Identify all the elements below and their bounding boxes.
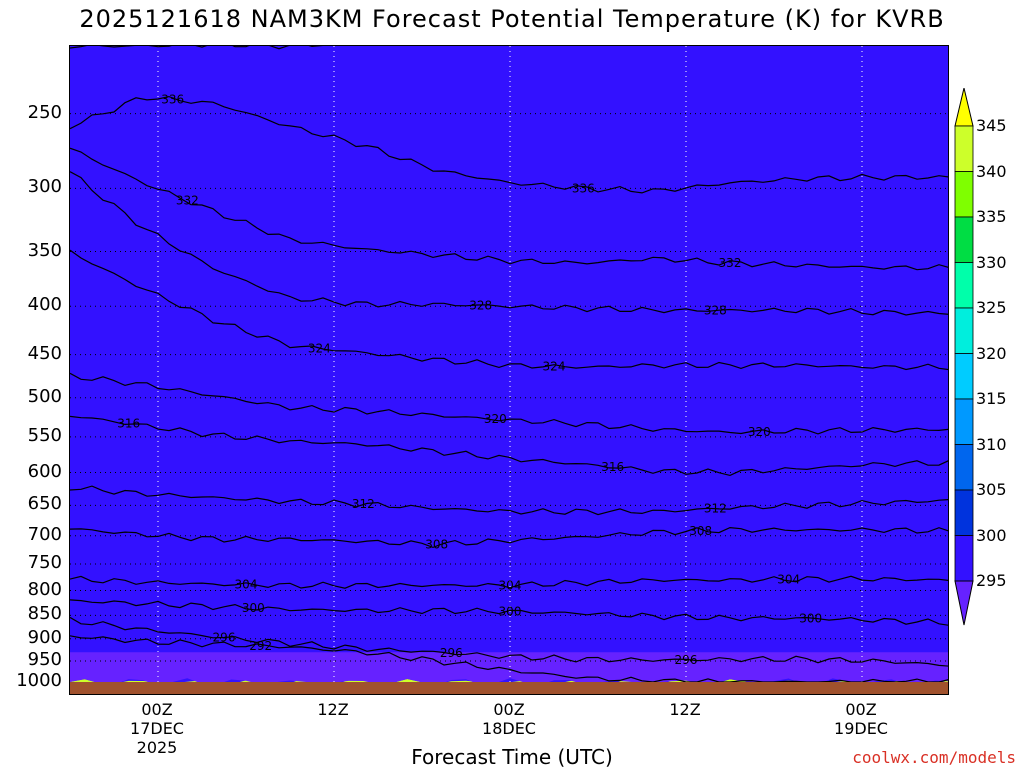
colorbar-label: 345 xyxy=(976,116,1007,135)
colorbar-swatch xyxy=(954,216,974,263)
colorbar-swatch xyxy=(954,535,974,582)
contour-line-312 xyxy=(70,485,948,516)
contour-label: 300 xyxy=(242,601,265,615)
x-axis-label: Forecast Time (UTC) xyxy=(411,745,613,768)
contour-label: 328 xyxy=(704,303,727,317)
y-tick-label: 950 xyxy=(27,648,62,670)
contour-label: 316 xyxy=(117,417,140,431)
colorbar-swatch xyxy=(954,489,974,536)
colorbar-label: 320 xyxy=(976,343,1007,363)
contour-line-308 xyxy=(70,526,948,549)
contour-label: 292 xyxy=(249,639,272,653)
colorbar-swatch xyxy=(954,171,974,218)
contour-label: 308 xyxy=(689,524,712,538)
x-tick-label: 00Z xyxy=(845,700,877,719)
y-tick-label: 350 xyxy=(27,239,62,261)
contour-label: 308 xyxy=(425,538,448,552)
x-tick-label: 12Z xyxy=(317,700,349,719)
x-tick-label: 18DEC xyxy=(482,719,536,738)
contour-line-324 xyxy=(70,249,948,371)
contour-line-292 xyxy=(70,635,948,683)
x-tick-label: 12Z xyxy=(669,700,701,719)
contour-line-300 xyxy=(70,599,948,626)
contour-line-336 xyxy=(70,95,948,194)
contour-label: 324 xyxy=(308,341,331,355)
contour-label: 300 xyxy=(799,611,822,625)
contour-label: 328 xyxy=(469,299,492,313)
x-tick-label: 19DEC xyxy=(834,719,888,738)
plot-area: 3403403363363323323283283243243203203163… xyxy=(69,45,949,695)
contour-label: 332 xyxy=(719,256,742,270)
chart-title: 2025121618 NAM3KM Forecast Potential Tem… xyxy=(79,5,945,33)
contour-label: 336 xyxy=(572,181,595,195)
contour-label: 336 xyxy=(161,93,184,107)
contour-label: 312 xyxy=(704,502,727,516)
colorbar-label: 325 xyxy=(976,298,1007,317)
ground-surface xyxy=(70,682,948,694)
colorbar-label: 330 xyxy=(976,252,1007,272)
x-tick-label: 2025 xyxy=(136,738,178,757)
y-tick-label: 1000 xyxy=(16,670,62,691)
contour-label: 304 xyxy=(235,578,258,592)
contour-line-328 xyxy=(70,171,948,316)
colorbar-label: 315 xyxy=(976,389,1007,408)
colorbar-swatch xyxy=(954,307,974,354)
contour-label: 316 xyxy=(601,460,624,474)
contour-label: 300 xyxy=(499,605,522,619)
colorbar xyxy=(954,88,974,626)
contour-line-332 xyxy=(70,147,948,271)
contour-label: 296 xyxy=(213,631,236,645)
contour-plot: 3403403363363323323283283243243203203163… xyxy=(70,46,948,694)
contour-label: 324 xyxy=(543,360,566,374)
colorbar-label: 305 xyxy=(976,480,1007,499)
colorbar-swatch xyxy=(954,125,974,172)
contour-line-304 xyxy=(70,575,948,589)
contour-label: 340 xyxy=(763,46,786,48)
contour-label: 296 xyxy=(440,646,463,660)
contour-label: 312 xyxy=(352,497,375,511)
colorbar-bottom-arrow xyxy=(954,580,974,626)
contour-label: 296 xyxy=(675,653,698,667)
y-tick-label: 650 xyxy=(27,493,62,515)
y-tick-label: 550 xyxy=(27,424,62,446)
y-tick-label: 600 xyxy=(27,460,62,482)
colorbar-label: 300 xyxy=(976,525,1007,545)
y-tick-label: 700 xyxy=(27,523,62,545)
y-tick-label: 300 xyxy=(27,176,62,198)
contour-line-320 xyxy=(70,372,948,435)
credit-text: coolwx.com/models xyxy=(852,748,1016,767)
fill-band-9 xyxy=(70,46,948,686)
colorbar-swatch xyxy=(954,444,974,491)
y-tick-label: 250 xyxy=(27,101,62,123)
y-tick-label: 450 xyxy=(27,342,62,364)
y-tick-label: 850 xyxy=(27,603,62,625)
contour-label: 320 xyxy=(748,425,771,439)
x-tick-label: 17DEC xyxy=(130,719,184,738)
contour-label: 304 xyxy=(499,578,522,592)
y-tick-label: 800 xyxy=(27,578,62,600)
colorbar-swatch xyxy=(954,398,974,445)
y-tick-label: 900 xyxy=(27,626,62,648)
y-tick-label: 500 xyxy=(27,385,62,407)
contour-label: 320 xyxy=(484,412,507,426)
contour-label: 332 xyxy=(176,194,199,208)
x-tick-label: 00Z xyxy=(493,700,525,719)
colorbar-label: 310 xyxy=(976,434,1007,454)
colorbar-top-arrow xyxy=(954,88,974,127)
contour-line-296 xyxy=(70,616,948,667)
colorbar-label: 340 xyxy=(976,161,1007,181)
contour-label: 304 xyxy=(777,572,800,586)
colorbar-label: 335 xyxy=(976,207,1007,226)
y-tick-label: 400 xyxy=(27,294,62,316)
colorbar-swatch xyxy=(954,262,974,309)
colorbar-label: 295 xyxy=(976,571,1007,590)
colorbar-swatch xyxy=(954,353,974,400)
x-tick-label: 00Z xyxy=(141,700,173,719)
y-tick-label: 750 xyxy=(27,552,62,574)
contour-line-316 xyxy=(70,415,948,477)
